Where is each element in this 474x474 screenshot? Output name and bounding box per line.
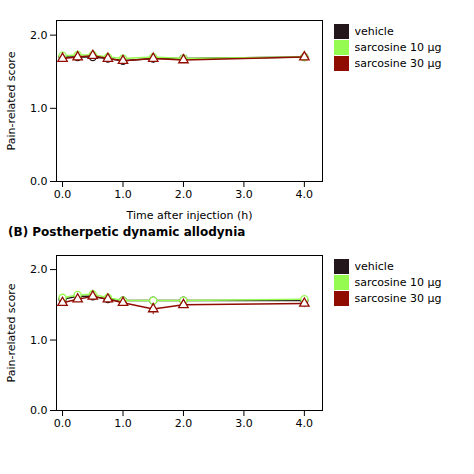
svg-text:4.0: 4.0 (296, 417, 314, 430)
svg-text:3.0: 3.0 (235, 417, 253, 430)
html-text:sarcosine 30 μg: sarcosine 30 μg (354, 292, 442, 305)
svg-text:2.0: 2.0 (30, 263, 48, 276)
svg-text:Time after injection (h): Time after injection (h) (126, 209, 253, 222)
html-text:sarcosine 30 μg: sarcosine 30 μg (354, 57, 442, 70)
svg-text:0.0: 0.0 (54, 417, 72, 430)
svg-text:0.0: 0.0 (30, 404, 48, 417)
svg-text:2.0: 2.0 (30, 29, 48, 42)
svg-text:0.0: 0.0 (54, 188, 72, 201)
svg-text:1.0: 1.0 (30, 102, 48, 115)
svg-text:1.0: 1.0 (114, 188, 132, 201)
html-text:sarcosine 10 μg: sarcosine 10 μg (354, 276, 442, 289)
svg-text:3.0: 3.0 (235, 188, 253, 201)
html-text:vehicle: vehicle (354, 25, 394, 38)
html-text:vehicle: vehicle (354, 260, 394, 273)
html-text:(B) Postherpetic dynamic allod: (B) Postherpetic dynamic allodynia (8, 225, 246, 239)
svg-text:1.0: 1.0 (30, 334, 48, 347)
svg-text:4.0: 4.0 (296, 188, 314, 201)
svg-text:1.0: 1.0 (114, 417, 132, 430)
svg-text:Pain-related score: Pain-related score (5, 283, 18, 382)
svg-text:2.0: 2.0 (175, 188, 193, 201)
html-text:sarcosine 10 μg: sarcosine 10 μg (354, 41, 442, 54)
svg-text:2.0: 2.0 (175, 417, 193, 430)
svg-text:0.0: 0.0 (30, 175, 48, 188)
svg-text:Pain-related score: Pain-related score (5, 51, 18, 150)
